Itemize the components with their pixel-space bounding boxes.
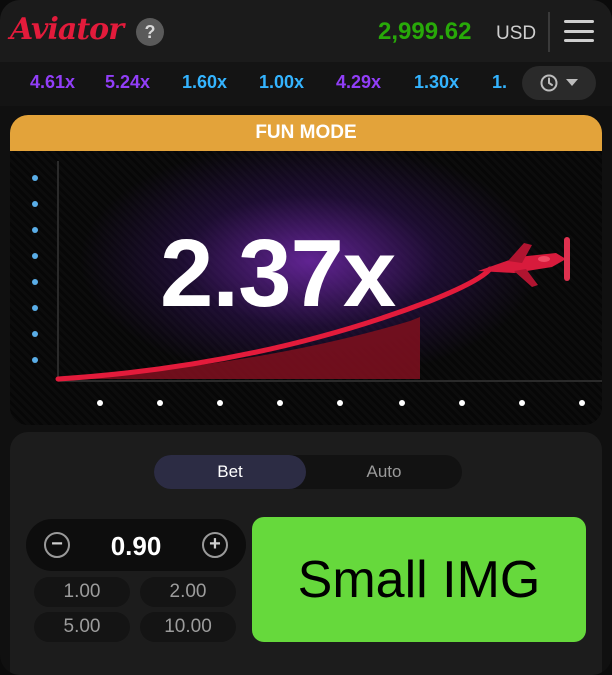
history-toggle-button[interactable]: [522, 66, 596, 100]
bet-amount-value[interactable]: 0.90: [110, 531, 162, 561]
history-item[interactable]: 4.61x: [30, 72, 76, 92]
tab-auto[interactable]: Auto: [366, 462, 402, 481]
flight-chart: [32, 161, 602, 406]
balance-currency: USD: [496, 23, 537, 44]
header: Aviator ? 2,999.62 USD: [0, 0, 612, 62]
help-icon[interactable]: ?: [136, 18, 164, 46]
flight-curve: [55, 266, 493, 382]
minus-icon[interactable]: −: [44, 532, 70, 558]
history-item[interactable]: 1.00x: [259, 72, 305, 92]
quick-amount-button[interactable]: 2.00: [140, 577, 236, 607]
current-multiplier: 2.37x: [160, 220, 396, 327]
plus-icon[interactable]: +: [202, 532, 228, 558]
history-item[interactable]: 5.24x: [105, 72, 151, 92]
overlay-text: Small IMG: [297, 550, 541, 609]
plane-icon: [478, 237, 570, 287]
quick-amount-button[interactable]: 1.00: [34, 577, 130, 607]
flight-canvas: 2.37x: [10, 151, 602, 425]
history-icon: [540, 74, 558, 92]
quick-amount-button[interactable]: 5.00: [34, 612, 130, 642]
x-axis-dots: [97, 400, 585, 406]
history-bar: 4.61x 5.24x 1.60x 1.00x 4.29x 1.30x 1.: [0, 62, 612, 106]
tab-bet[interactable]: Bet: [154, 455, 306, 489]
bet-mode-tabs: Bet Auto: [154, 455, 462, 489]
history-item[interactable]: 1.60x: [182, 72, 228, 92]
aviator-logo: Aviator: [10, 12, 124, 47]
chevron-down-icon: [566, 79, 578, 86]
header-divider: [548, 12, 550, 52]
menu-icon[interactable]: [564, 20, 594, 42]
history-item[interactable]: 1.: [492, 72, 508, 92]
history-item[interactable]: 1.30x: [414, 72, 460, 92]
fun-mode-banner: FUN MODE: [10, 115, 602, 151]
small-img-overlay: Small IMG: [252, 517, 586, 642]
bet-amount-stepper: − 0.90 +: [26, 519, 246, 571]
y-axis-dots: [32, 175, 38, 363]
history-item[interactable]: 4.29x: [336, 72, 382, 92]
quick-amount-button[interactable]: 10.00: [140, 612, 236, 642]
balance-amount: 2,999.62: [378, 18, 472, 45]
game-area: FUN MODE: [10, 115, 602, 425]
flight-area: [58, 317, 420, 379]
